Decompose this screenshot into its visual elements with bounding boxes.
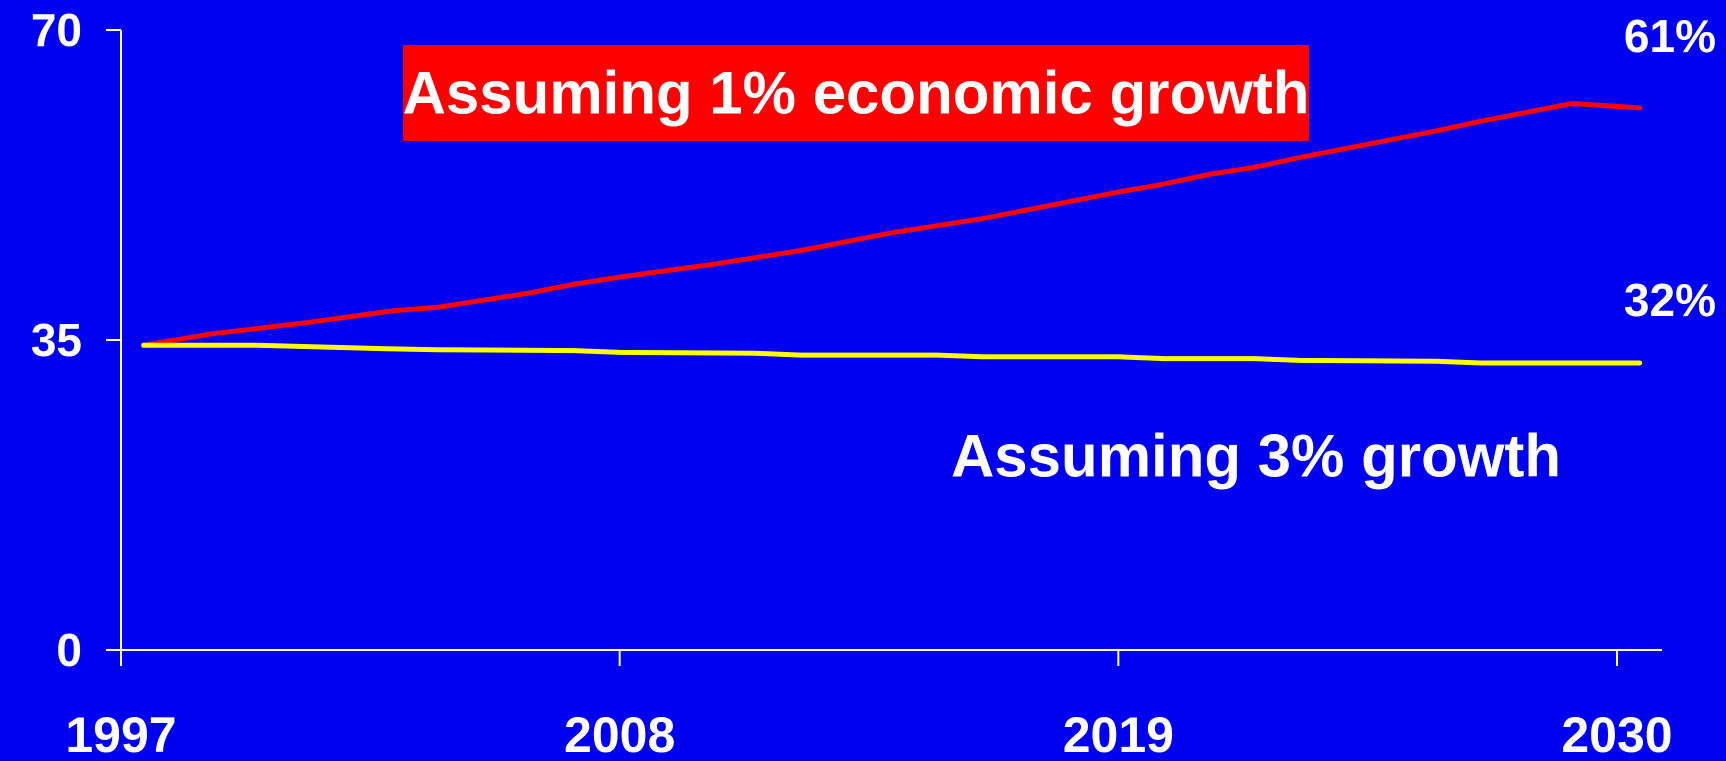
annotations: Assuming 1% economic growth Assuming 3% … xyxy=(403,10,1716,490)
x-tick-label: 2030 xyxy=(1561,707,1672,761)
x-tick-label: 2019 xyxy=(1063,707,1174,761)
red-series-end-label: 61% xyxy=(1624,10,1716,62)
y-axis-ticks: 0 35 70 xyxy=(31,4,121,676)
red-series-line xyxy=(141,101,1643,348)
red-series-annotation: Assuming 1% economic growth xyxy=(403,60,1310,127)
x-axis-ticks: 1997 2008 2019 2030 xyxy=(65,650,1673,761)
yellow-series-annotation: Assuming 3% growth xyxy=(951,423,1561,490)
yellow-series-end-label: 32% xyxy=(1624,274,1716,326)
x-tick-label: 1997 xyxy=(65,707,176,761)
y-tick-label: 0 xyxy=(56,624,82,676)
yellow-series-line xyxy=(141,342,1643,366)
x-tick-label: 2008 xyxy=(564,707,675,761)
y-tick-label: 35 xyxy=(31,314,82,366)
y-tick-label: 70 xyxy=(31,4,82,56)
series-lines xyxy=(141,101,1643,366)
red-label-background xyxy=(403,45,1309,141)
